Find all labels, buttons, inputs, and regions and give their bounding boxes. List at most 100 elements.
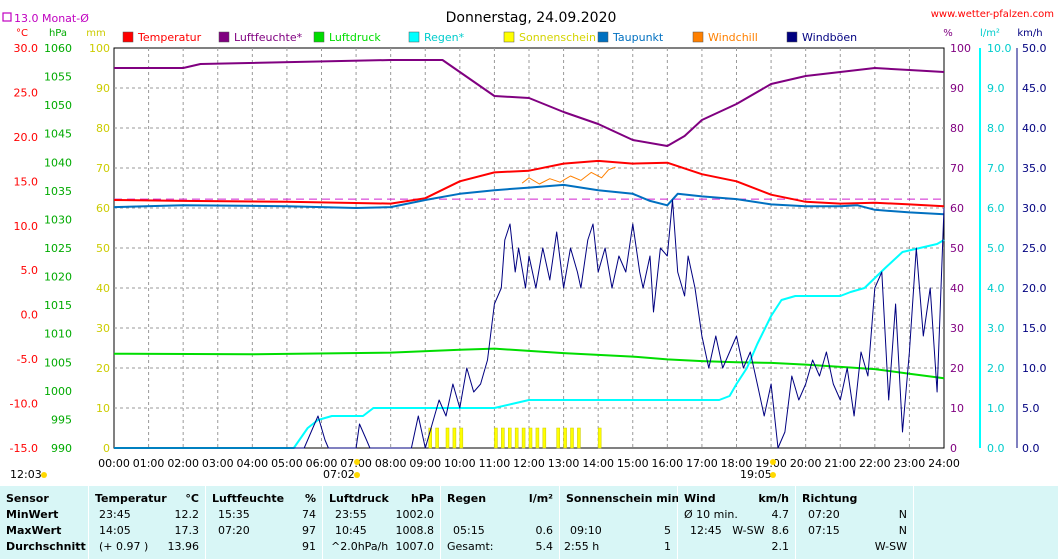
sunshine-bar (542, 427, 547, 449)
mm-tick-label: 70 (96, 162, 110, 175)
pressure-tick-label: 995 (51, 413, 72, 426)
temp-tick-label: -15.0 (10, 442, 38, 455)
rain-unit-label: l/m² (980, 28, 1000, 39)
x-tick-label: 08:00 (375, 457, 407, 470)
legend-swatch (408, 31, 420, 43)
sunshine-bar (501, 427, 505, 449)
x-tick-label: 14:00 (582, 457, 614, 470)
pressure-tick-label: 1005 (44, 356, 72, 369)
x-tick-label: 02:00 (167, 457, 199, 470)
rain-total-value: 5.4 (535, 540, 554, 553)
sunshine-bar (452, 427, 457, 449)
stats-header-humidity: Luftfeuchte (212, 492, 285, 505)
temp-tick-label: -10.0 (10, 398, 38, 411)
sun-icon (41, 472, 47, 478)
percent-tick-label: 30 (950, 322, 964, 335)
legend-swatch (218, 31, 230, 43)
x-tick-label: 20:00 (790, 457, 822, 470)
sunrise-label: 07:02 (323, 468, 355, 481)
wind-tick-label: 35.0 (1022, 162, 1047, 175)
pressure-min-value: 1002.0 (395, 508, 435, 521)
series-line-luftfeuchte (114, 59, 945, 147)
legend-label: Luftfeuchte* (234, 31, 303, 44)
sunshine-bar (597, 427, 602, 449)
stats-unit-wind: km/h (758, 492, 789, 505)
temp-tick-label: 5.0 (21, 264, 39, 277)
x-tick-label: 03:00 (202, 457, 234, 470)
x-tick-label: 22:00 (859, 457, 891, 470)
temp-tick-label: 25.0 (14, 86, 39, 99)
rain-tick-label: 10.0 (987, 42, 1012, 55)
series-line-regen (114, 239, 945, 449)
pressure-tick-label: 1015 (44, 299, 72, 312)
rain-tick-label: 0.0 (987, 442, 1005, 455)
rain-max-time: 05:15 (453, 524, 485, 537)
legend-label: Luftdruck (329, 31, 381, 44)
mm-unit-label: mm (86, 28, 105, 39)
stats-col-sensor: Sensor MinWert MaxWert Durchschnitt (0, 486, 89, 559)
pressure-tick-label: 1060 (44, 42, 72, 55)
sunshine-bar (459, 427, 464, 449)
stats-unit-temperature: °C (185, 492, 199, 505)
percent-tick-label: 70 (950, 162, 964, 175)
direction-avg-value: W-SW (874, 540, 907, 553)
stats-unit-humidity: % (304, 492, 316, 505)
stats-col-temperature: Temperatur °C 23:45 12.2 14:05 17.3 (+ 0… (89, 486, 206, 559)
sunshine-bar (508, 427, 512, 449)
series-line-taupunkt (113, 183, 945, 216)
rain-tick-label: 7.0 (987, 162, 1005, 175)
rain-tick-label: 3.0 (987, 322, 1005, 335)
legend-label: Sonnenschein (519, 31, 596, 44)
wind-tick-label: 40.0 (1022, 122, 1047, 135)
x-tick-label: 12:00 (513, 457, 545, 470)
temp-tick-label: 10.0 (14, 220, 39, 233)
series-line-windchill (521, 166, 616, 185)
sunshine-bar (514, 427, 519, 449)
temp-tick-label: 15.0 (14, 175, 39, 188)
temp-tick-label: 20.0 (14, 131, 39, 144)
wind-max-time: 12:45 W-SW (690, 524, 765, 537)
percent-tick-label: 50 (950, 242, 964, 255)
wind-tick-label: 0.0 (1022, 442, 1040, 455)
sunshine-bar (535, 427, 540, 449)
x-tick-label: 01:00 (133, 457, 165, 470)
sunset-label: 19:05 (740, 468, 772, 481)
site-label: www.wetter-pfalzen.com (931, 9, 1054, 20)
sunrise-icon (354, 472, 360, 478)
temp-unit-label: °C (16, 28, 28, 39)
wind-avg-value: 2.1 (771, 540, 790, 553)
stats-header-sunshine: Sonnenschein min (566, 492, 680, 505)
x-tick-label: 06:00 (306, 457, 338, 470)
wind-tick-label: 30.0 (1022, 202, 1047, 215)
stats-header-sensor: Sensor (6, 492, 49, 505)
rain-tick-label: 6.0 (987, 202, 1005, 215)
percent-tick-label: 10 (950, 402, 964, 415)
pressure-unit-label: hPa (49, 28, 67, 39)
mm-tick-label: 100 (89, 42, 110, 55)
x-tick-label: 21:00 (824, 457, 856, 470)
temp-tick-label: 0.0 (21, 309, 39, 322)
wind-unit-label: km/h (1017, 28, 1042, 39)
pressure-tick-label: 1035 (44, 185, 72, 198)
rain-tick-label: 1.0 (987, 402, 1005, 415)
rain-tick-label: 4.0 (987, 282, 1005, 295)
stats-col-direction: Richtung 07:20 N 07:15 N W-SW (796, 486, 914, 559)
wind-max-value: 8.6 (771, 524, 790, 537)
pressure-tick-label: 1040 (44, 156, 72, 169)
stats-header-direction: Richtung (802, 492, 858, 505)
rain-tick-label: 9.0 (987, 82, 1005, 95)
legend-label: Windböen (802, 31, 857, 44)
stats-header-pressure: Luftdruck (329, 492, 389, 505)
stats-row-label-min: MinWert (6, 508, 59, 521)
sunshine-avg-value: 1 (664, 540, 671, 553)
humidity-max-value: 97 (302, 524, 316, 537)
mm-tick-label: 80 (96, 122, 110, 135)
temp-avg-trend: (+ 0.97 ) (99, 540, 149, 553)
sunshine-max-value: 5 (664, 524, 671, 537)
legend-swatch (786, 31, 798, 43)
temp-avg-value: 13.96 (167, 540, 200, 553)
mm-tick-label: 30 (96, 322, 110, 335)
temp-min-value: 12.2 (174, 508, 200, 521)
percent-tick-label: 100 (950, 42, 971, 55)
stats-col-humidity: Luftfeuchte % 15:35 74 07:20 97 91 (206, 486, 323, 559)
